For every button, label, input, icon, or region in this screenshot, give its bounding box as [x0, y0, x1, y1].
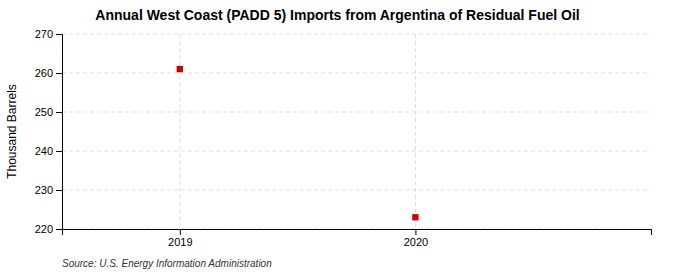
point — [412, 214, 418, 220]
grid-line — [62, 151, 651, 152]
y-axis: 220 230 240 250 260 270 — [35, 28, 63, 235]
axis-line — [63, 230, 652, 236]
y-axis-label: Thousand Barrels — [5, 84, 19, 179]
tick-label: 270 — [35, 28, 53, 40]
tick-mark — [56, 151, 62, 152]
tick-mark — [56, 112, 62, 113]
tick-mark — [56, 190, 62, 191]
tick: 250 — [35, 106, 62, 118]
tick-mark — [56, 73, 62, 74]
tick-label: 250 — [35, 106, 53, 118]
grid — [62, 34, 651, 229]
tick-label: 2020 — [404, 236, 428, 248]
tick-mark — [415, 229, 416, 235]
tick-label: 230 — [35, 184, 53, 196]
marks — [177, 66, 419, 221]
annotation: Source: U.S. Energy Information Administ… — [62, 258, 272, 269]
title: Annual West Coast (PADD 5) Imports from … — [95, 7, 579, 23]
tick: 2020 — [404, 229, 428, 248]
tick-label: 220 — [35, 223, 53, 235]
chart: 2019 2020 220 230 240 250 260 270 Annual West Co… — [0, 0, 675, 275]
tick-mark — [56, 229, 62, 230]
grid-line — [62, 190, 651, 191]
axis-line — [56, 35, 63, 230]
tick-label: 240 — [35, 145, 53, 157]
tick: 230 — [35, 184, 62, 196]
grid-line — [62, 112, 651, 113]
tick: 2019 — [168, 229, 192, 248]
grid-line — [62, 34, 651, 35]
plot: 2019 2020 220 230 240 250 260 270 — [35, 28, 652, 248]
tick-label: 260 — [35, 67, 53, 79]
grid-line — [179, 34, 180, 229]
tick: 260 — [35, 67, 62, 79]
tick-mark — [56, 34, 62, 35]
grid-line — [62, 73, 651, 74]
tick: 270 — [35, 28, 62, 40]
tick-label: 2019 — [168, 236, 192, 248]
tick: 220 — [35, 223, 62, 235]
grid-line — [415, 34, 416, 229]
tick-mark — [180, 229, 181, 235]
tick: 240 — [35, 145, 62, 157]
x-axis: 2019 2020 — [63, 229, 652, 248]
point — [177, 66, 183, 72]
